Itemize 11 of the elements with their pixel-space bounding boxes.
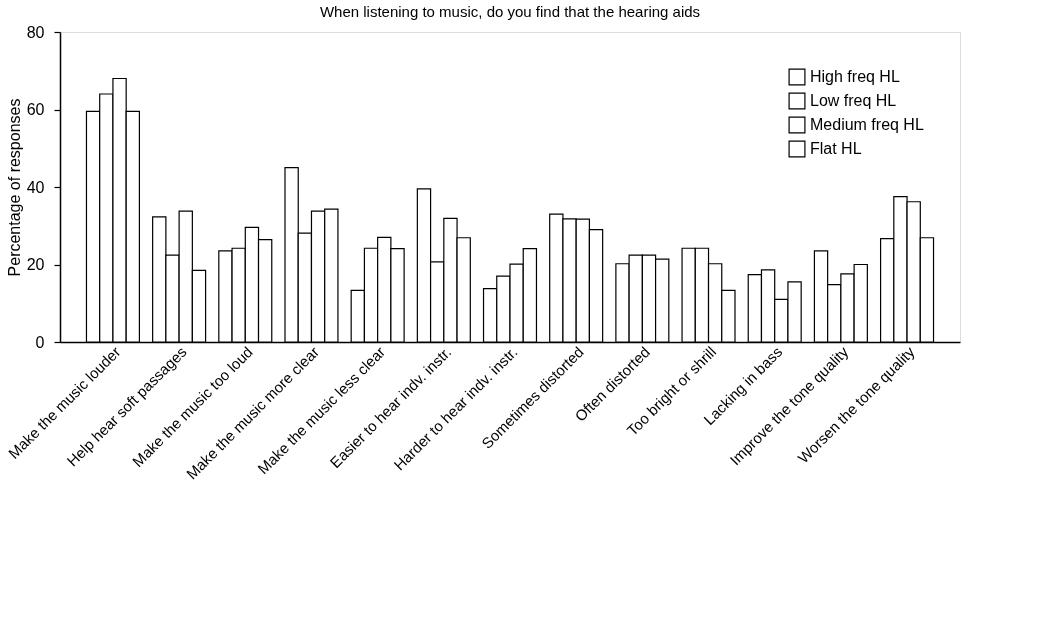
legend-label: Medium freq HL [810, 116, 924, 133]
y-tick-label: 80 [26, 23, 45, 41]
y-tick-label: 20 [26, 256, 45, 273]
y-tick-label: 0 [35, 333, 45, 351]
legend-label: High freq HL [810, 68, 900, 85]
chart-title: When listening to music, do you find that the hearing aids [319, 3, 701, 20]
y-tick-label: 40 [26, 178, 45, 196]
y-axis-title: Percentage of responses [5, 98, 23, 277]
legend-label: Low freq HL [810, 92, 897, 109]
legend-label: Flat HL [810, 140, 862, 157]
y-tick-label: 60 [26, 101, 45, 118]
